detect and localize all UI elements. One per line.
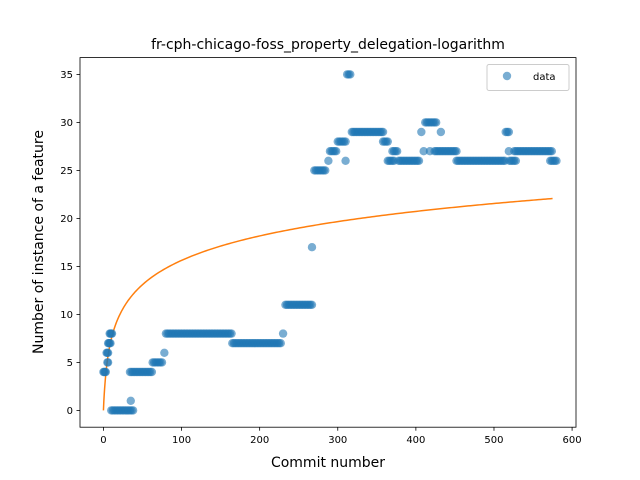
data-point [160,348,169,357]
y-axis: 0 5 10 15 20 25 30 35 [60,70,80,417]
data-point [106,339,115,348]
x-tick-label: 400 [406,435,425,446]
data-point [278,329,288,338]
data-point [452,147,461,156]
y-tick-label: 25 [60,166,73,177]
data-point [436,127,446,137]
data-point [103,358,113,367]
data-point [392,147,402,156]
data-point [341,156,350,165]
data-point [383,137,392,146]
data-point [126,396,135,405]
x-axis-label: Commit number [271,455,385,471]
legend-marker [502,71,512,81]
data-points-layer [99,70,561,415]
data-point [307,243,317,252]
legend-label: data [533,72,556,83]
y-tick-label: 5 [67,358,73,369]
y-tick-label: 35 [60,70,73,81]
y-tick-label: 15 [60,262,73,273]
data-point [101,367,110,377]
data-point [552,156,561,165]
x-axis: 0 100 200 300 400 500 600 [100,427,582,446]
data-point [419,147,428,156]
data-point [103,348,113,357]
data-point [346,70,355,79]
data-point [128,406,138,415]
chart-title: fr-cph-chicago-foss_property_delegation-… [151,37,505,53]
fit-curve [102,197,553,411]
data-point [431,118,441,127]
y-tick-label: 30 [60,118,73,129]
data-point [276,339,285,348]
data-point [107,329,117,338]
x-tick-label: 200 [250,435,269,446]
data-point [307,300,317,309]
x-tick-label: 600 [563,435,582,446]
data-point [414,156,424,165]
data-point [511,156,521,165]
data-point [321,166,330,175]
x-tick-label: 0 [100,435,106,446]
x-tick-label: 100 [172,435,191,446]
y-tick-label: 20 [60,214,73,225]
data-point [324,156,333,165]
data-point [378,127,388,137]
data-point [332,147,341,156]
data-point [417,127,426,137]
data-point [157,358,167,367]
plot-frame [79,57,577,428]
y-tick-label: 10 [60,310,73,321]
y-tick-label: 0 [67,406,73,417]
data-point [341,137,350,146]
data-point [547,147,556,156]
data-point [147,367,157,377]
legend-box [486,64,570,91]
data-point [504,127,514,137]
legend: data [486,64,570,91]
x-tick-label: 300 [328,435,347,446]
y-axis-label: Number of instance of a feature [31,130,47,354]
fit-curve-layer [102,197,553,411]
x-tick-label: 500 [484,435,503,446]
data-point [227,329,236,338]
